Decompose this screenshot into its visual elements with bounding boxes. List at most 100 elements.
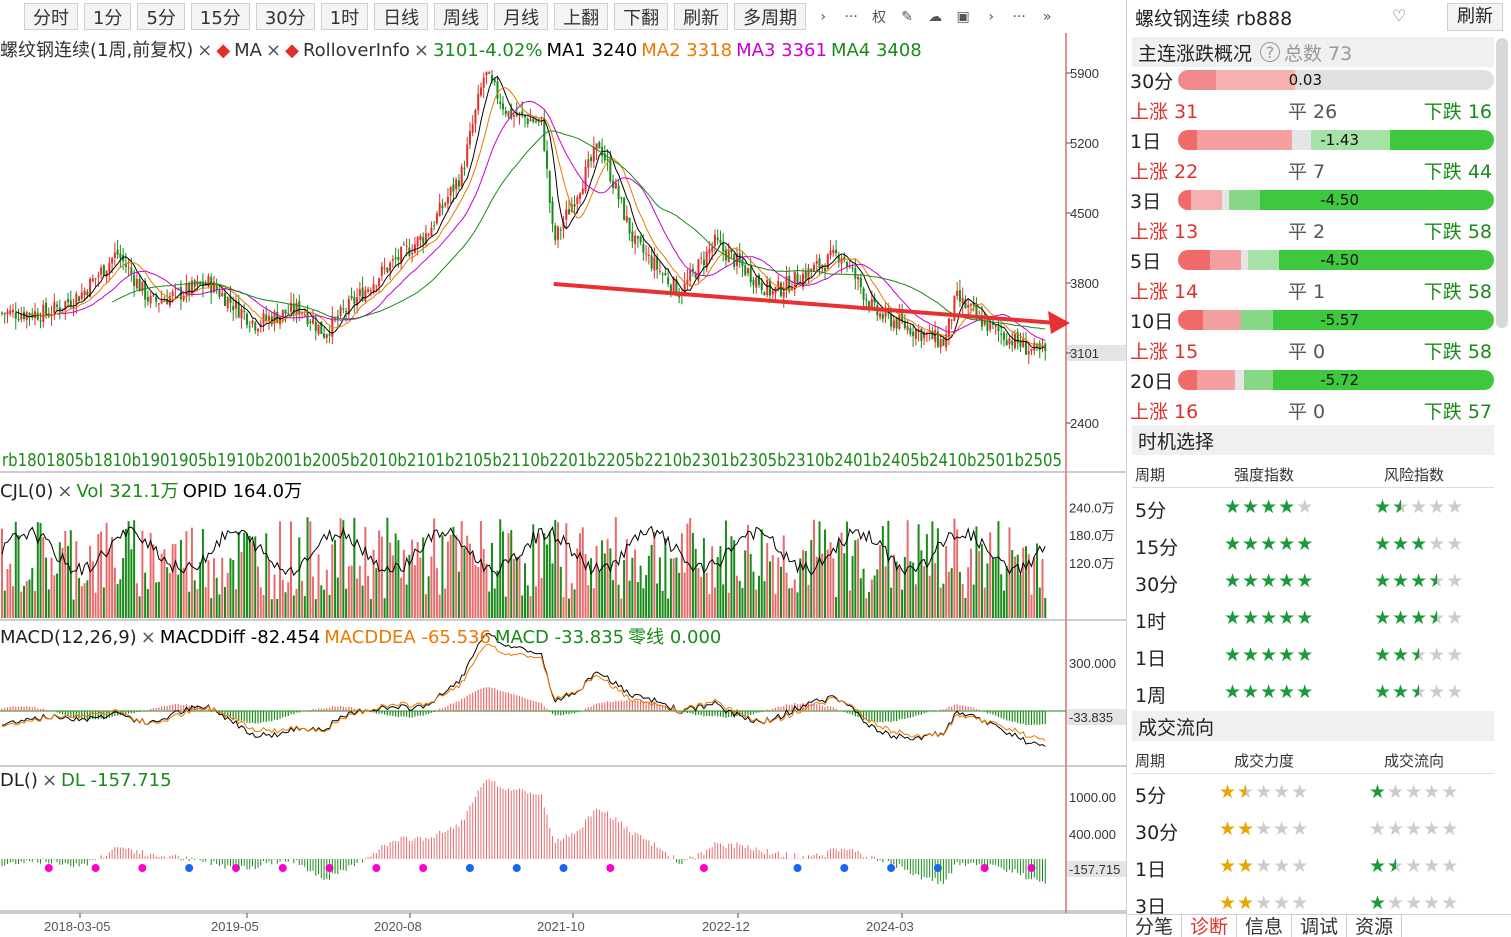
candle-body — [89, 278, 92, 298]
volume-bar — [303, 596, 306, 618]
btn-multi-period[interactable]: 多周期 — [734, 3, 807, 30]
volume-bar — [691, 532, 694, 618]
volume-bar — [411, 539, 414, 618]
bar-period-label: 5日 — [1130, 250, 1162, 273]
favorite-icon[interactable]: ♡ — [1392, 6, 1407, 25]
close-dl-icon[interactable]: × — [41, 770, 58, 791]
volume-bar — [570, 583, 573, 618]
btn-daily[interactable]: 日线 — [374, 3, 429, 30]
close-vol-icon[interactable]: × — [57, 481, 73, 502]
star-full-icon: ★ — [1224, 681, 1243, 703]
candle-body — [281, 309, 284, 318]
btn-refresh[interactable]: 刷新 — [674, 3, 729, 30]
btn-1min[interactable]: 1分 — [84, 3, 132, 30]
cloud-icon[interactable]: ☁ — [928, 8, 943, 25]
tab-resource[interactable]: 资源 — [1347, 915, 1403, 937]
close-macd-icon[interactable]: × — [140, 627, 156, 648]
risk-stars: ★★★★★ — [1374, 607, 1464, 629]
flow-row: 1日 ★★★★★ ★★★★★ — [1132, 851, 1494, 887]
dl-signal-dot — [606, 864, 615, 872]
volume-bar — [1, 528, 3, 618]
star-empty-icon: ★ — [1273, 818, 1292, 840]
tab-ticks[interactable]: 分笔 — [1127, 915, 1183, 937]
volume-bar — [234, 589, 237, 618]
volume-bar — [614, 517, 617, 618]
candle-body — [168, 295, 171, 306]
tab-diagnosis[interactable]: 诊断 — [1182, 915, 1238, 937]
double-chevron-icon[interactable]: » — [1042, 8, 1052, 25]
rights-icon[interactable]: 权 — [872, 9, 887, 26]
volume-bar — [298, 537, 301, 618]
panel-scrollbar[interactable] — [1496, 38, 1508, 328]
image-icon[interactable]: ▣ — [956, 8, 970, 25]
candle-body — [397, 256, 400, 261]
candle-body — [807, 267, 810, 281]
btn-30min[interactable]: 30分 — [255, 3, 315, 30]
candle-body — [898, 315, 901, 329]
refresh-button[interactable]: 刷新 — [1447, 3, 1503, 31]
candle-body — [708, 249, 711, 254]
star-full-icon: ★ — [1392, 570, 1411, 592]
close-ma-icon[interactable]: × — [266, 40, 282, 61]
volume-bar — [746, 524, 749, 618]
volume-bar — [446, 541, 449, 618]
help-icon[interactable]: ? — [1260, 42, 1281, 62]
volume-bar — [334, 540, 337, 618]
volume-bar — [210, 598, 213, 618]
candle-body — [221, 293, 224, 296]
volume-bar — [620, 598, 623, 618]
candle-body — [474, 109, 477, 125]
candle-body — [223, 293, 226, 306]
volume-bar — [433, 518, 436, 618]
more-icon[interactable]: ··· — [844, 8, 858, 25]
btn-5min[interactable]: 5分 — [137, 3, 185, 30]
more-icon-2[interactable]: ··· — [1012, 8, 1026, 25]
candle-body — [94, 278, 97, 280]
candle-body — [312, 318, 315, 324]
star-empty-icon: ★ — [1291, 892, 1310, 914]
candle-body — [901, 313, 904, 322]
chevron-right-icon-2[interactable]: › — [988, 8, 994, 25]
volume-bar — [515, 557, 518, 618]
kline-chart[interactable]: 5900 5200 4500 3800 3101 2400 rb1801805b1810b1… — [0, 33, 1126, 937]
candle-body — [617, 185, 620, 200]
btn-monthly[interactable]: 月线 — [494, 3, 549, 30]
candle-body — [862, 288, 865, 300]
volume-bar — [857, 538, 860, 618]
volume-bar — [768, 561, 771, 618]
chevron-right-icon[interactable]: › — [820, 8, 826, 25]
volume-bar — [738, 580, 741, 618]
tab-info[interactable]: 信息 — [1237, 915, 1293, 937]
close-main-icon[interactable]: × — [197, 40, 213, 61]
btn-15min[interactable]: 15分 — [190, 3, 250, 30]
volume-bar — [287, 582, 290, 618]
btn-weekly[interactable]: 周线 — [434, 3, 489, 30]
volume-bar — [179, 539, 182, 618]
candle-body — [265, 314, 268, 320]
btn-page-up[interactable]: 上翻 — [554, 3, 609, 30]
volume-bar — [1000, 574, 1003, 618]
candle-body — [433, 225, 436, 227]
candle-body — [857, 277, 860, 280]
bar-segment — [1222, 190, 1229, 210]
btn-fenshi[interactable]: 分时 — [24, 3, 78, 30]
close-rollover-icon[interactable]: × — [413, 40, 429, 61]
candle-body — [917, 330, 920, 333]
btn-page-down[interactable]: 下翻 — [614, 3, 669, 30]
btn-1h[interactable]: 1时 — [320, 3, 369, 30]
volume-bar — [474, 564, 477, 618]
flow-row: 3日 ★★★★★ ★★★★★ — [1132, 888, 1494, 924]
volume-bar — [722, 584, 725, 618]
candle-body — [997, 326, 1000, 332]
col-risk: 风险指数 — [1384, 466, 1445, 484]
volume-bar — [111, 536, 114, 618]
candle-body — [914, 329, 917, 339]
tab-debug[interactable]: 调试 — [1292, 915, 1348, 937]
candle-body — [91, 278, 94, 282]
pen-icon[interactable]: ✎ — [901, 8, 914, 25]
candle-body — [713, 234, 716, 247]
star-full-icon: ★ — [1237, 818, 1256, 840]
chart-canvas[interactable]: 5900 5200 4500 3800 3101 2400 rb1801805b1810b1… — [0, 33, 1126, 937]
candle-body — [738, 253, 741, 263]
volume-bar — [601, 540, 604, 618]
